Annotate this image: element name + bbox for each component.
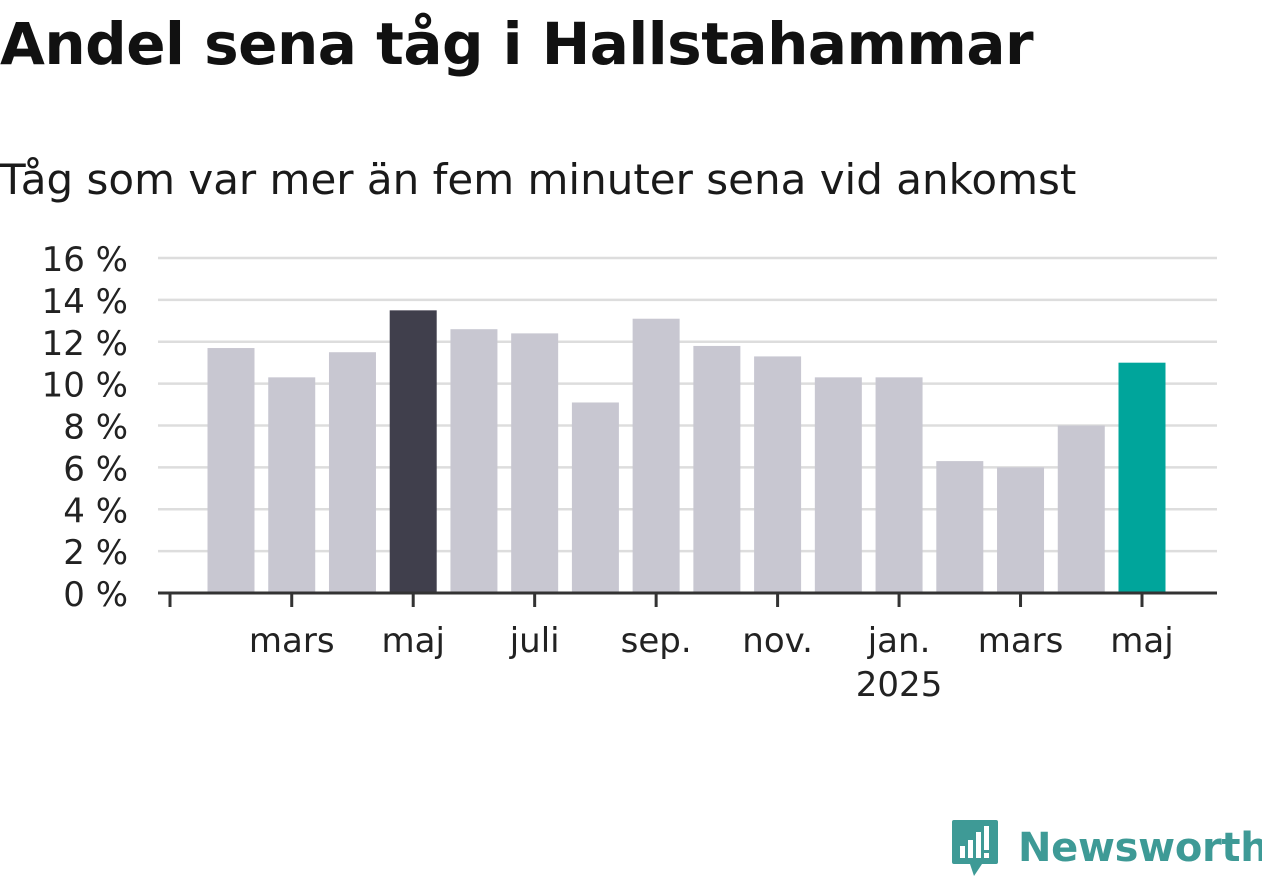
bar xyxy=(693,345,741,593)
x-tick-label: nov. xyxy=(742,621,813,661)
y-tick-label: 2 % xyxy=(63,533,128,573)
y-tick-label: 10 % xyxy=(42,366,128,406)
x-tick-label: maj xyxy=(381,621,444,661)
bar xyxy=(511,333,559,593)
y-tick-label: 4 % xyxy=(63,491,128,531)
x-tick-label: maj xyxy=(1110,621,1173,661)
x-tick-label: sep. xyxy=(621,621,692,661)
y-tick-label: 6 % xyxy=(63,449,128,489)
y-tick-label: 12 % xyxy=(42,324,128,364)
bar xyxy=(571,402,619,593)
bar xyxy=(328,352,376,593)
newsworthy-logo: Newsworthy xyxy=(950,818,1262,878)
bar xyxy=(875,377,923,593)
bar xyxy=(450,329,498,593)
bar xyxy=(997,467,1045,593)
x-tick-year-label: 2025 xyxy=(856,665,943,705)
bar xyxy=(389,310,437,593)
bar xyxy=(754,356,802,593)
bar xyxy=(632,318,680,593)
bar xyxy=(936,461,984,593)
x-tick-label: mars xyxy=(978,621,1064,661)
x-tick-label: mars xyxy=(249,621,335,661)
y-tick-label: 8 % xyxy=(63,408,128,448)
chart-title: Andel sena tåg i Hallstahammar xyxy=(0,10,1034,78)
bar xyxy=(1057,425,1105,593)
chart-subtitle: Tåg som var mer än fem minuter sena vid … xyxy=(0,155,1077,204)
newsworthy-logo-icon xyxy=(952,820,998,876)
y-tick-label: 16 % xyxy=(42,240,128,280)
x-tick-label: juli xyxy=(509,621,560,661)
x-tick-label: jan. xyxy=(867,621,931,661)
bar xyxy=(268,377,316,593)
brand-name: Newsworthy xyxy=(1018,825,1262,871)
bar xyxy=(1118,362,1166,593)
bar xyxy=(207,348,255,593)
y-tick-label: 0 % xyxy=(63,575,128,615)
bar xyxy=(814,377,862,593)
y-tick-label: 14 % xyxy=(42,282,128,322)
